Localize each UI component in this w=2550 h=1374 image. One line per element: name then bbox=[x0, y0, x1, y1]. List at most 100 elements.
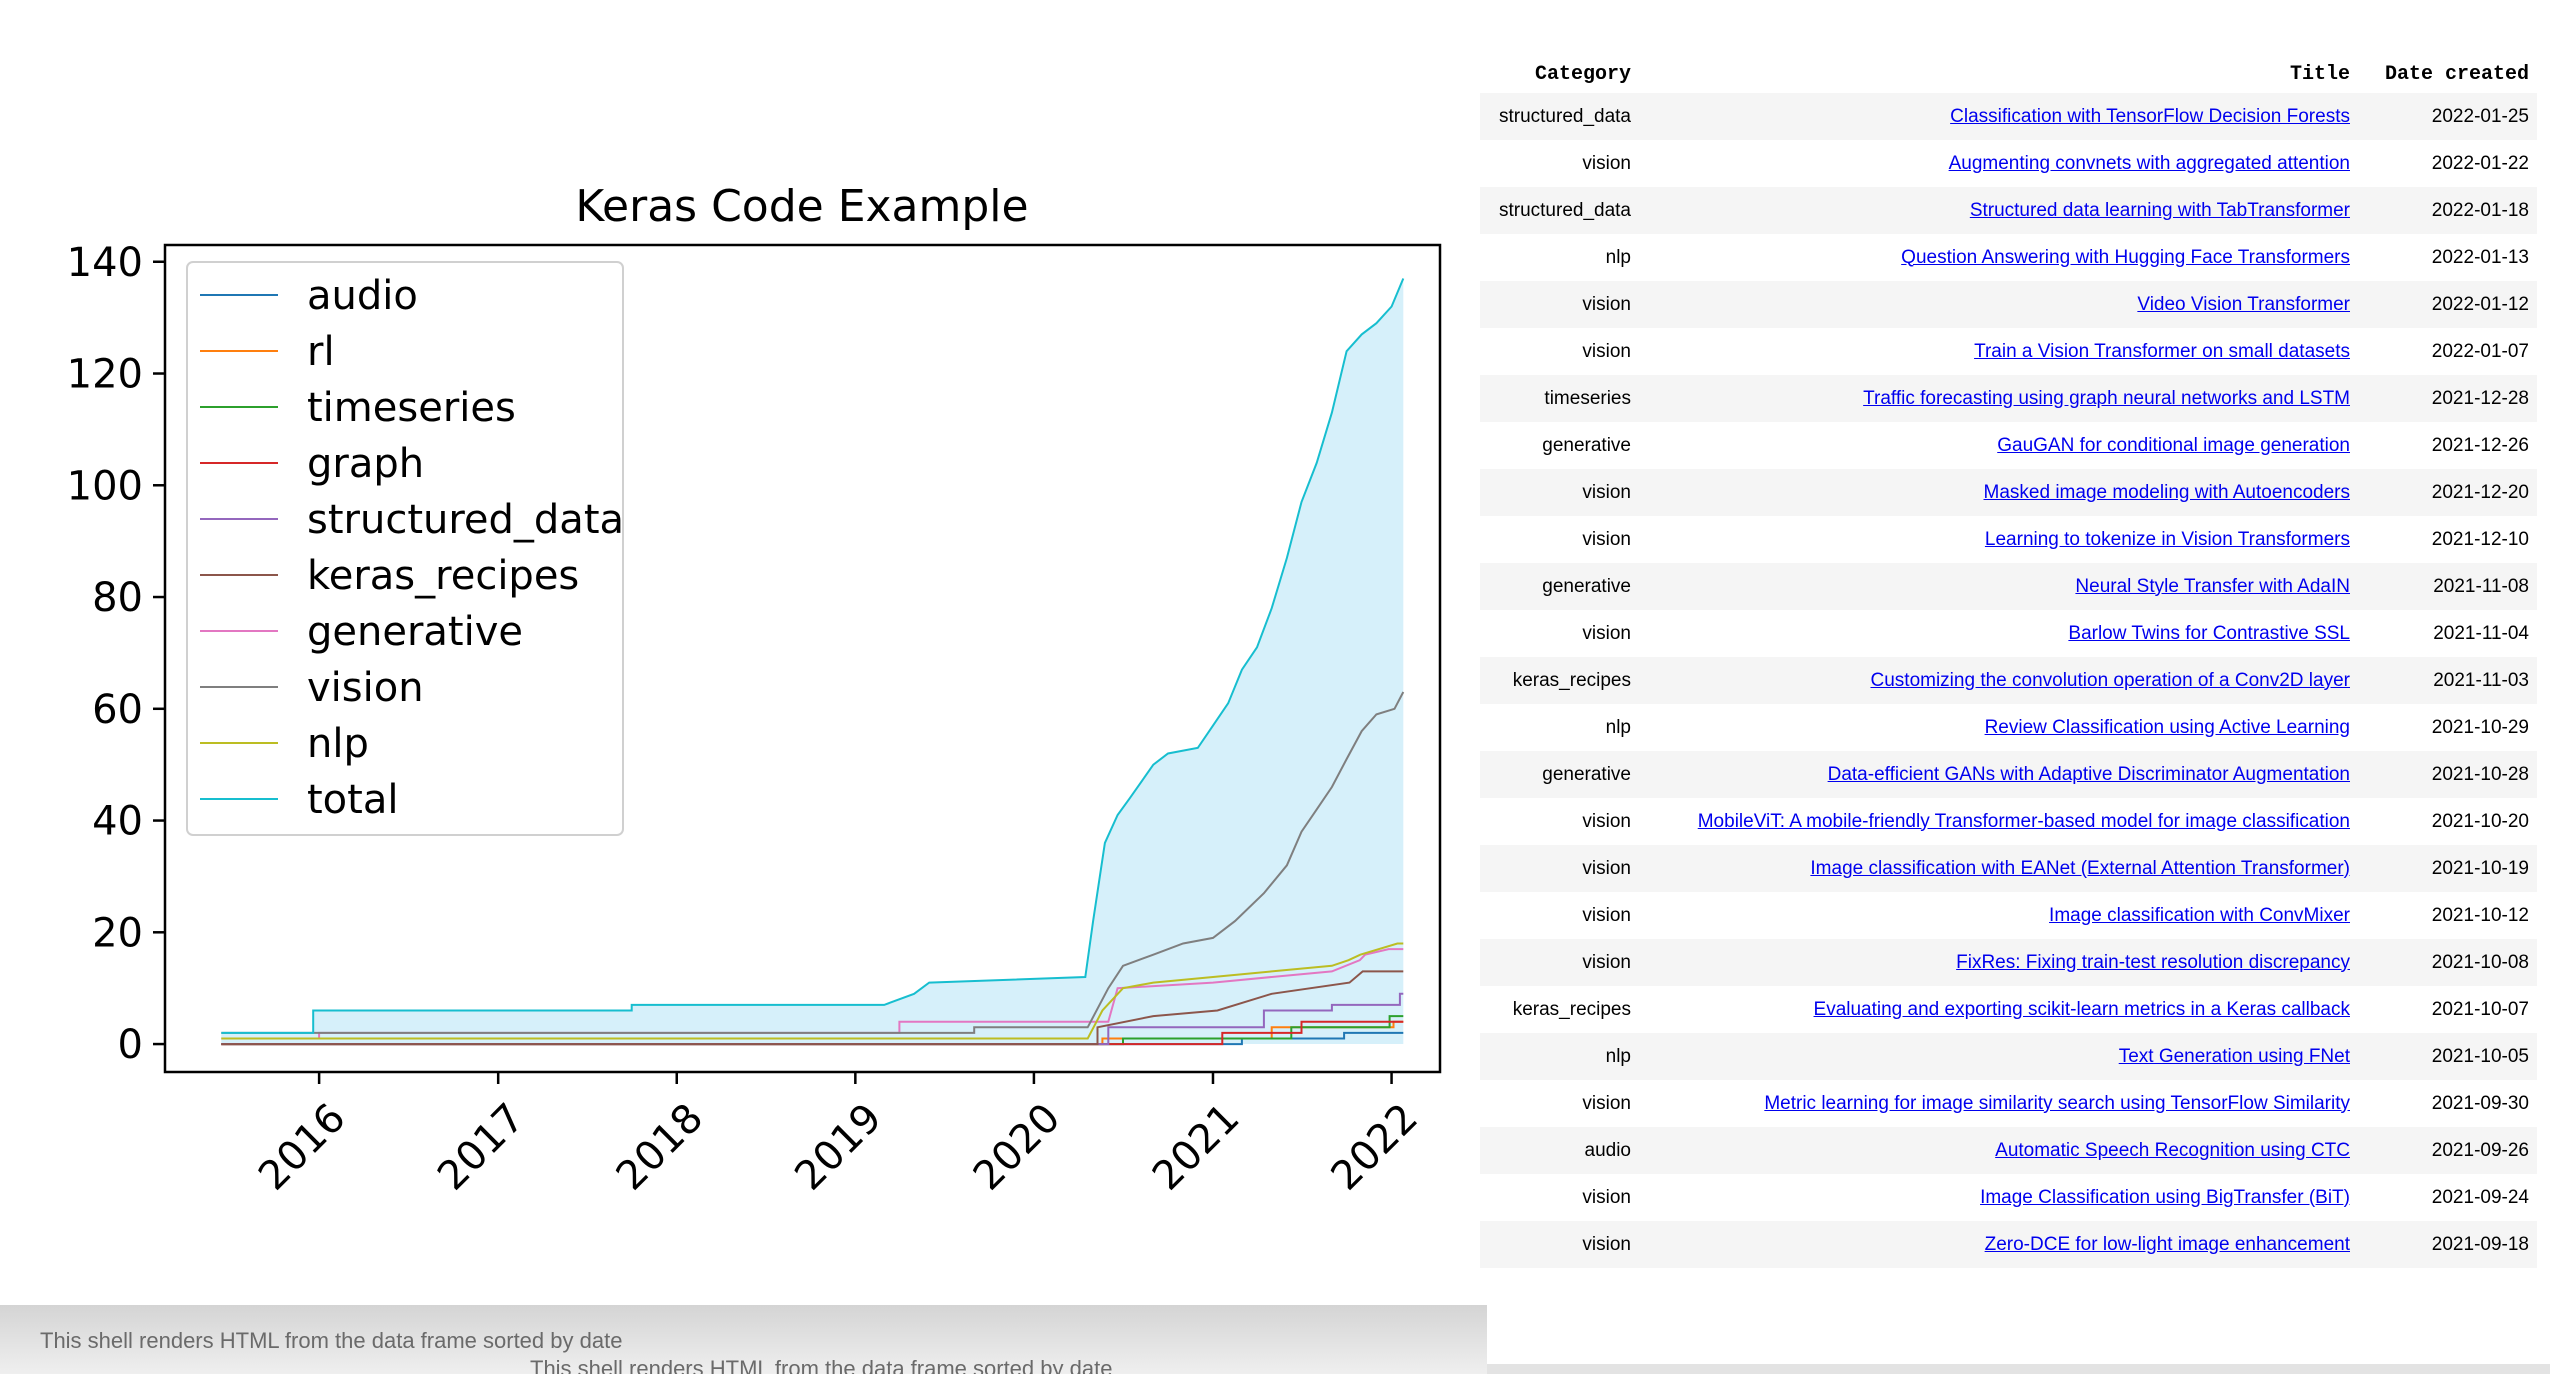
y-tick-label: 40 bbox=[92, 799, 143, 845]
cell-date-created: 2021-10-19 bbox=[2431, 857, 2529, 879]
cell-category: vision bbox=[1582, 810, 1631, 832]
example-title-link[interactable]: Image classification with EANet (Externa… bbox=[1810, 857, 2350, 879]
example-title-link[interactable]: Automatic Speech Recognition using CTC bbox=[1995, 1139, 2350, 1161]
y-tick-label: 60 bbox=[92, 687, 143, 733]
x-tick-label: 2017 bbox=[429, 1095, 534, 1200]
cell-title: Traffic forecasting using graph neural n… bbox=[1639, 375, 2358, 422]
bottom-caption-bar: This shell renders HTML from the data fr… bbox=[0, 1305, 1487, 1374]
example-title-link[interactable]: Image classification with ConvMixer bbox=[2049, 904, 2350, 926]
cell-category: nlp bbox=[1605, 1045, 1631, 1067]
cell-title: Neural Style Transfer with AdaIN bbox=[1639, 563, 2358, 610]
example-title-link[interactable]: Review Classification using Active Learn… bbox=[1984, 716, 2350, 738]
table-row: vision Image Classification using BigTran… bbox=[1480, 1174, 2537, 1221]
y-tick-label: 20 bbox=[92, 910, 143, 956]
table-row: nlp Text Generation using FNet 2021-10-05 bbox=[1480, 1033, 2537, 1080]
example-title-link[interactable]: Customizing the convolution operation of… bbox=[1870, 669, 2351, 691]
example-title-link[interactable]: Question Answering with Hugging Face Tra… bbox=[1901, 246, 2350, 268]
cell-date-created: 2021-09-30 bbox=[2431, 1092, 2529, 1114]
cell-category: structured_data bbox=[1498, 105, 1631, 127]
x-tick-label: 2019 bbox=[786, 1095, 891, 1200]
example-title-link[interactable]: Data-efficient GANs with Adaptive Discri… bbox=[1827, 763, 2350, 785]
table-row: keras_recipes Customizing the convolution… bbox=[1480, 657, 2537, 704]
cell-category: keras_recipes bbox=[1512, 669, 1631, 691]
cell-date-created: 2021-12-10 bbox=[2431, 528, 2529, 550]
cell-title: Image classification with ConvMixer bbox=[1639, 892, 2358, 939]
cell-category: generative bbox=[1542, 763, 1631, 785]
cell-date-created: 2021-09-18 bbox=[2431, 1233, 2529, 1255]
cell-category: vision bbox=[1582, 1092, 1631, 1114]
cell-title: Evaluating and exporting scikit-learn me… bbox=[1639, 986, 2358, 1033]
caption-text: This shell renders HTML from the data fr… bbox=[40, 1328, 623, 1353]
example-title-link[interactable]: Barlow Twins for Contrastive SSL bbox=[2068, 622, 2350, 644]
header-category: Category bbox=[1534, 62, 1631, 86]
cell-category: vision bbox=[1582, 152, 1631, 174]
cell-title: Train a Vision Transformer on small data… bbox=[1639, 328, 2358, 375]
total-area-fill bbox=[221, 278, 1404, 1045]
cell-category: vision bbox=[1582, 951, 1631, 973]
table-row: generative Data-efficient GANs with Adapt… bbox=[1480, 751, 2537, 798]
cell-date-created: 2021-11-08 bbox=[2433, 575, 2529, 597]
cell-date-created: 2022-01-07 bbox=[2431, 340, 2529, 362]
legend-label: timeseries bbox=[307, 385, 516, 431]
example-title-link[interactable]: Structured data learning with TabTransfo… bbox=[1969, 199, 2350, 221]
cell-title: Barlow Twins for Contrastive SSL bbox=[1639, 610, 2358, 657]
table-row: keras_recipes Evaluating and exporting sc… bbox=[1480, 986, 2537, 1033]
cell-category: audio bbox=[1584, 1139, 1632, 1161]
cell-title: Zero-DCE for low-light image enhancement bbox=[1639, 1221, 2358, 1268]
table-row: timeseries Traffic forecasting using grap… bbox=[1480, 375, 2537, 422]
table-row: vision Zero-DCE for low-light image enhan… bbox=[1480, 1221, 2537, 1268]
cell-category: vision bbox=[1582, 528, 1631, 550]
cell-date-created: 2021-09-26 bbox=[2431, 1139, 2529, 1161]
table-header-row: Category Title Date created bbox=[1480, 55, 2537, 93]
examples-table-panel: Category Title Date created structured_d… bbox=[1480, 55, 2537, 1268]
example-title-link[interactable]: Zero-DCE for low-light image enhancement bbox=[1984, 1233, 2350, 1255]
table-row: vision Augmenting convnets with aggregate… bbox=[1480, 140, 2537, 187]
example-title-link[interactable]: Masked image modeling with Autoencoders bbox=[1983, 481, 2350, 503]
cell-category: keras_recipes bbox=[1512, 998, 1631, 1020]
cell-category: vision bbox=[1582, 293, 1631, 315]
cell-title: Structured data learning with TabTransfo… bbox=[1639, 187, 2358, 234]
example-title-link[interactable]: Image Classification using BigTransfer (… bbox=[1980, 1186, 2350, 1208]
y-tick-label: 140 bbox=[67, 240, 143, 286]
cell-category: nlp bbox=[1605, 246, 1631, 268]
series-line-structured_data bbox=[221, 992, 1404, 1046]
cell-title: Image Classification using BigTransfer (… bbox=[1639, 1174, 2358, 1221]
example-title-link[interactable]: Train a Vision Transformer on small data… bbox=[1974, 340, 2350, 362]
example-title-link[interactable]: Evaluating and exporting scikit-learn me… bbox=[1813, 998, 2350, 1020]
cell-date-created: 2021-10-08 bbox=[2431, 951, 2529, 973]
header-title: Title bbox=[2289, 62, 2350, 86]
table-row: structured_data Structured data learning … bbox=[1480, 187, 2537, 234]
example-title-link[interactable]: Classification with TensorFlow Decision … bbox=[1950, 105, 2350, 127]
example-title-link[interactable]: Metric learning for image similarity sea… bbox=[1764, 1092, 2350, 1114]
x-tick-label: 2016 bbox=[250, 1095, 355, 1200]
example-title-link[interactable]: Video Vision Transformer bbox=[2137, 293, 2350, 315]
chart-panel: Keras Code Example 0 20 40 60 80 100 120 140 201… bbox=[67, 181, 1442, 1200]
legend-label: vision bbox=[307, 665, 424, 711]
cell-date-created: 2021-09-24 bbox=[2431, 1186, 2529, 1208]
cell-date-created: 2021-10-05 bbox=[2431, 1045, 2529, 1067]
cell-date-created: 2021-10-12 bbox=[2431, 904, 2529, 926]
example-title-link[interactable]: Text Generation using FNet bbox=[2118, 1045, 2350, 1067]
example-title-link[interactable]: Neural Style Transfer with AdaIN bbox=[2075, 575, 2350, 597]
cell-date-created: 2022-01-22 bbox=[2431, 152, 2529, 174]
cell-title: Metric learning for image similarity sea… bbox=[1639, 1080, 2358, 1127]
cell-category: timeseries bbox=[1544, 387, 1631, 409]
cell-title: Review Classification using Active Learn… bbox=[1639, 704, 2358, 751]
legend-label: total bbox=[307, 777, 398, 823]
cell-date-created: 2021-10-07 bbox=[2431, 998, 2529, 1020]
example-title-link[interactable]: FixRes: Fixing train-test resolution dis… bbox=[1956, 951, 2350, 973]
example-title-link[interactable]: Augmenting convnets with aggregated atte… bbox=[1948, 152, 2350, 174]
example-title-link[interactable]: Learning to tokenize in Vision Transform… bbox=[1984, 528, 2350, 550]
x-tick-label: 2021 bbox=[1144, 1095, 1249, 1200]
x-tick-label: 2022 bbox=[1322, 1095, 1427, 1200]
cell-date-created: 2021-11-04 bbox=[2433, 622, 2529, 644]
series-line-keras_recipes bbox=[221, 970, 1404, 1046]
examples-table: Category Title Date created structured_d… bbox=[1480, 55, 2537, 1268]
y-tick-label: 0 bbox=[118, 1022, 143, 1068]
series-line-vision bbox=[221, 691, 1405, 1034]
cell-date-created: 2022-01-12 bbox=[2431, 293, 2529, 315]
table-row: generative GauGAN for conditional image g… bbox=[1480, 422, 2537, 469]
example-title-link[interactable]: MobileViT: A mobile-friendly Transformer… bbox=[1697, 810, 2350, 832]
example-title-link[interactable]: GauGAN for conditional image generation bbox=[1997, 434, 2350, 456]
example-title-link[interactable]: Traffic forecasting using graph neural n… bbox=[1863, 387, 2350, 409]
